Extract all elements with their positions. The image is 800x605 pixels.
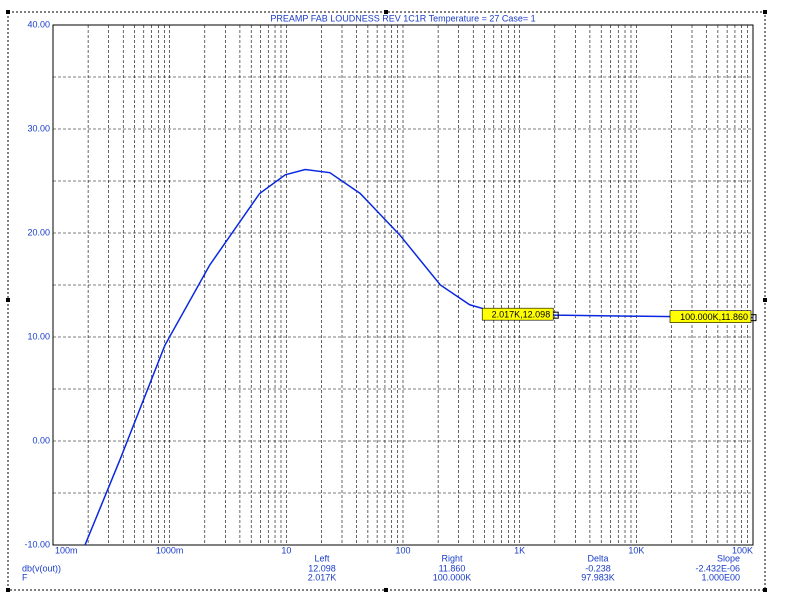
readout-header: Left [314, 553, 330, 563]
frame-handle [763, 588, 767, 592]
cursor-label-box [669, 310, 752, 323]
readout-cell: 2.017K [308, 572, 337, 582]
readout-header: Delta [587, 553, 608, 563]
frame-handle [763, 10, 767, 14]
readout-cell: 12.098 [308, 563, 336, 573]
chart-title: PREAMP FAB LOUDNESS REV 1C1R Temperature… [270, 13, 535, 23]
x-tick-label: 100 [395, 545, 410, 555]
frame-handle [763, 298, 767, 302]
y-tick-label: 30.00 [27, 123, 50, 133]
readout-cell: -0.238 [585, 563, 611, 573]
x-tick-label: 1000m [156, 545, 184, 555]
frame-handle [384, 588, 388, 592]
y-tick-label: 10.00 [27, 331, 50, 341]
frame-handle [384, 10, 388, 14]
readout-cell: 11.860 [439, 563, 466, 573]
cursor-label-box [481, 307, 554, 321]
readout-cell: 1.000E00 [701, 572, 740, 582]
x-tick-label: 10 [281, 545, 291, 555]
selection-frame [7, 11, 766, 591]
cursor-label: 2.017K,12.098 [492, 310, 551, 320]
cursor-label: 100.000K,11.860 [680, 312, 748, 322]
y-tick-label: 40.00 [27, 19, 50, 29]
readout-row-label: F [22, 572, 28, 582]
frame-handle [6, 10, 10, 14]
y-tick-label: -10.00 [24, 539, 50, 549]
readout-row-label: db(v(out)) [22, 563, 61, 573]
readout-cell: 97.983K [581, 572, 615, 582]
readout-header: Right [441, 553, 463, 563]
frame-handle [6, 588, 10, 592]
y-tick-label: 20.00 [27, 227, 50, 237]
x-tick-label: 100K [732, 545, 753, 555]
readout-header: Slope [717, 553, 740, 563]
readout-cell: 100.000K [433, 572, 472, 582]
x-tick-label: 1K [514, 545, 525, 555]
series-line [84, 168, 754, 546]
x-tick-label: 100m [55, 545, 78, 555]
readout-cell: -2.432E-06 [695, 563, 740, 573]
frame-handle [6, 298, 10, 302]
y-tick-label: 0.00 [32, 435, 50, 445]
x-tick-label: 10K [628, 545, 644, 555]
